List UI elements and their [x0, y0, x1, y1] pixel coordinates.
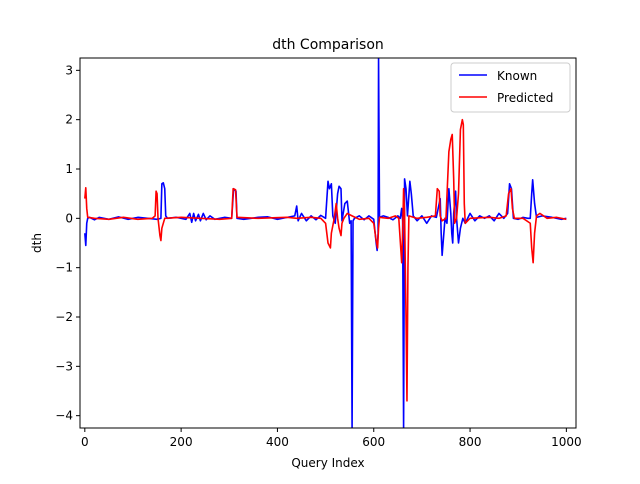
legend: Known Predicted — [450, 62, 571, 113]
legend-label-predicted: Predicted — [497, 91, 553, 105]
y-axis-label: dth — [30, 233, 44, 253]
y-tick-label: −2 — [55, 310, 73, 324]
y-tick-label: −1 — [55, 261, 73, 275]
x-axis-label: Query Index — [291, 456, 364, 470]
x-tick-label: 800 — [459, 435, 482, 449]
chart-title: dth Comparison — [272, 37, 384, 53]
legend-label-known: Known — [497, 69, 537, 83]
y-tick-label: 1 — [65, 162, 73, 176]
x-tick-label: 400 — [266, 435, 289, 449]
x-tick-label: 200 — [170, 435, 193, 449]
plot-frame — [79, 57, 577, 429]
x-tick-label: 600 — [362, 435, 385, 449]
y-tick-label: −4 — [55, 409, 73, 423]
y-tick-label: 3 — [65, 63, 73, 77]
y-tick-label: 0 — [65, 211, 73, 225]
y-tick-label: 2 — [65, 113, 73, 127]
x-tick-label: 0 — [81, 435, 89, 449]
series-line-predicted — [84, 118, 567, 402]
y-tick-label: −3 — [55, 359, 73, 373]
x-tick-label: 1000 — [551, 435, 582, 449]
